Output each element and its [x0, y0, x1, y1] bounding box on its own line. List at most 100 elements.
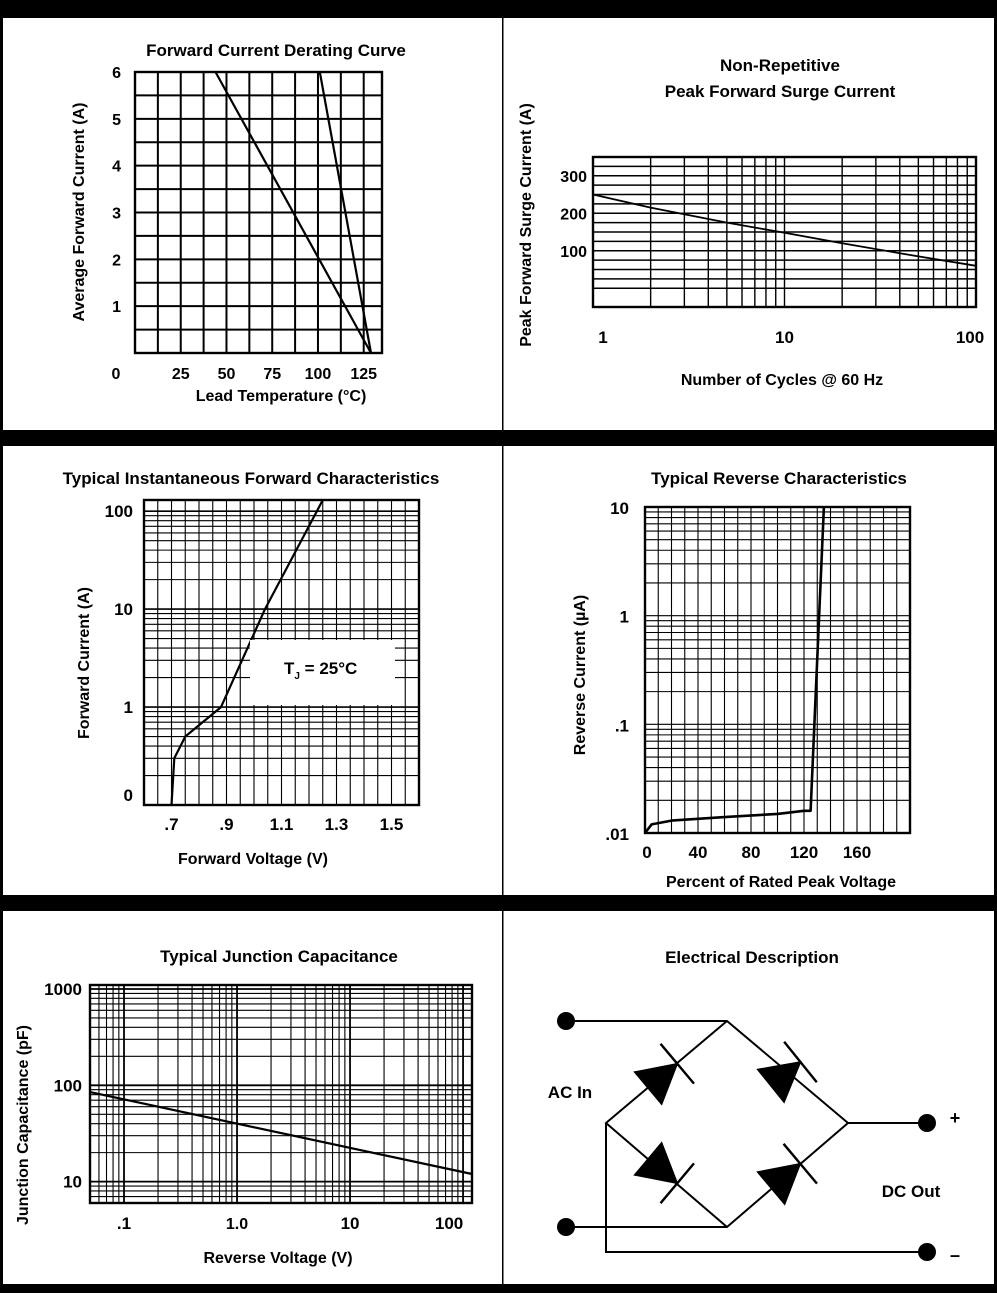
reverse-x-tick-label: 0	[642, 843, 651, 862]
derating-y-tick-label: 5	[112, 112, 121, 129]
derating-title: Forward Current Derating Curve	[146, 41, 406, 60]
capacitance-x-tick-label: 1.0	[226, 1216, 248, 1233]
forward-x-tick-label: .9	[219, 815, 233, 834]
derating-origin-label: 0	[112, 366, 121, 383]
derating-x-axis-label: Lead Temperature (°C)	[196, 388, 367, 405]
derating-x-tick-label: 125	[350, 366, 377, 383]
dc-minus-wire	[605, 1123, 927, 1253]
reverse-title: Typical Reverse Characteristics	[651, 469, 907, 488]
derating-curve-2	[318, 71, 373, 354]
surge-x-ticks: 1 10 100	[598, 328, 984, 347]
surge-y-axis-label: Peak Forward Surge Current (A)	[518, 103, 535, 347]
annotation-sub: J	[294, 671, 300, 682]
ac-terminal-top	[557, 1012, 575, 1030]
reverse-y-axis-label: Reverse Current (µA)	[572, 595, 589, 755]
surge-x-tick-label: 1	[598, 328, 607, 347]
annotation-rest: = 25°C	[300, 659, 357, 678]
forward-x-tick-label: 1.3	[325, 815, 349, 834]
surge-panel: Non-Repetitive Peak Forward Surge Curren…	[518, 56, 984, 389]
capacitance-y-tick-label: 10	[63, 1173, 82, 1192]
reverse-y-tick-label: .01	[605, 825, 629, 844]
reverse-x-tick-label: 80	[742, 843, 761, 862]
capacitance-curves	[89, 1091, 473, 1176]
ac-terminal-bottom	[557, 1218, 575, 1236]
capacitance-x-tick-label: .1	[117, 1214, 131, 1233]
forward-x-tick-label: 1.5	[380, 815, 404, 834]
surge-y-tick-label: 200	[560, 206, 587, 223]
bridge-diodes	[633, 1040, 818, 1206]
derating-y-axis-label: Average Forward Current (A)	[71, 103, 88, 322]
plus-sign: +	[950, 1108, 961, 1128]
forward-x-tick-label: .7	[164, 815, 178, 834]
derating-grid	[133, 70, 384, 355]
surge-x-tick-label: 10	[775, 328, 794, 347]
derating-frame	[133, 70, 384, 355]
surge-y-tick-label: 300	[560, 169, 587, 186]
reverse-x-axis-label: Percent of Rated Peak Voltage	[666, 874, 896, 891]
reverse-y-ticks: .01 .1 1 10	[605, 499, 629, 844]
forward-frame	[142, 498, 421, 807]
capacitance-x-tick-label: 100	[435, 1214, 463, 1233]
dc-out-label: DC Out	[882, 1182, 941, 1201]
diode-lower-right	[756, 1143, 818, 1206]
right-border	[994, 0, 997, 1293]
diode-upper-right	[756, 1040, 818, 1104]
derating-y-tick-label: 2	[112, 252, 121, 269]
top-band	[0, 0, 997, 18]
derating-panel: Forward Current Derating Curve Average F…	[71, 41, 406, 405]
capacitance-y-ticks: 10 100 1000	[44, 980, 82, 1192]
minus-sign: –	[950, 1245, 960, 1265]
surge-frame	[591, 155, 978, 309]
forward-annotation-box	[250, 640, 395, 705]
derating-y-tick-label: 6	[112, 65, 121, 82]
capacitance-grid	[88, 983, 474, 1205]
capacitance-panel: Typical Junction Capacitance Junction Ca…	[15, 947, 474, 1267]
forward-panel: Typical Instantaneous Forward Characteri…	[63, 469, 440, 868]
derating-y-ticks: 1 2 3 4 5 6	[112, 65, 121, 316]
forward-curves	[170, 499, 324, 806]
forward-y-tick-label: 10	[114, 600, 133, 619]
ac-in-label: AC In	[548, 1083, 592, 1102]
diode-upper-left-bar	[659, 1043, 695, 1085]
capacitance-y-tick-label: 1000	[44, 980, 82, 999]
circuit-wires	[566, 1020, 927, 1253]
reverse-x-tick-label: 40	[689, 843, 708, 862]
derating-x-tick-label: 25	[172, 366, 190, 383]
forward-y-axis-label: Forward Current (A)	[76, 587, 93, 739]
derating-x-tick-label: 75	[263, 366, 281, 383]
reverse-y-tick-label: 1	[620, 608, 629, 627]
reverse-y-tick-label: .1	[615, 716, 629, 735]
reverse-frame	[643, 505, 912, 835]
forward-y-tick-label: 0	[124, 786, 133, 805]
reverse-grid	[643, 505, 912, 835]
band-row2	[0, 430, 997, 446]
reverse-x-tick-label: 120	[790, 843, 818, 862]
surge-curves	[592, 193, 977, 267]
derating-y-tick-label: 3	[112, 206, 121, 223]
derating-curves	[214, 71, 373, 354]
forward-x-tick-label: 1.1	[270, 815, 294, 834]
capacitance-y-tick-label: 100	[54, 1076, 82, 1095]
derating-x-ticks: 25 50 75 100 125	[172, 366, 377, 383]
capacitance-y-axis-label: Junction Capacitance (pF)	[15, 1025, 32, 1225]
dc-minus-terminal	[918, 1243, 936, 1261]
diode-upper-right-bar	[783, 1040, 818, 1083]
surge-grid	[591, 155, 978, 309]
reverse-x-tick-label: 160	[843, 843, 871, 862]
forward-title: Typical Instantaneous Forward Characteri…	[63, 469, 440, 488]
capacitance-curve-1	[89, 1091, 473, 1176]
reverse-y-tick-label: 10	[610, 499, 629, 518]
capacitance-frame	[88, 983, 474, 1205]
dc-plus-terminal	[918, 1114, 936, 1132]
capacitance-title: Typical Junction Capacitance	[160, 947, 398, 966]
diode-lower-right-bar	[782, 1143, 818, 1185]
surge-x-axis-label: Number of Cycles @ 60 Hz	[681, 372, 883, 389]
derating-x-tick-label: 100	[305, 366, 332, 383]
diode-lower-left-bar	[659, 1162, 695, 1204]
surge-title-line1: Non-Repetitive	[720, 56, 840, 75]
derating-x-tick-label: 50	[218, 366, 236, 383]
reverse-curves	[643, 506, 826, 834]
capacitance-x-tick-label: 10	[341, 1214, 360, 1233]
surge-curve-1	[592, 193, 977, 267]
